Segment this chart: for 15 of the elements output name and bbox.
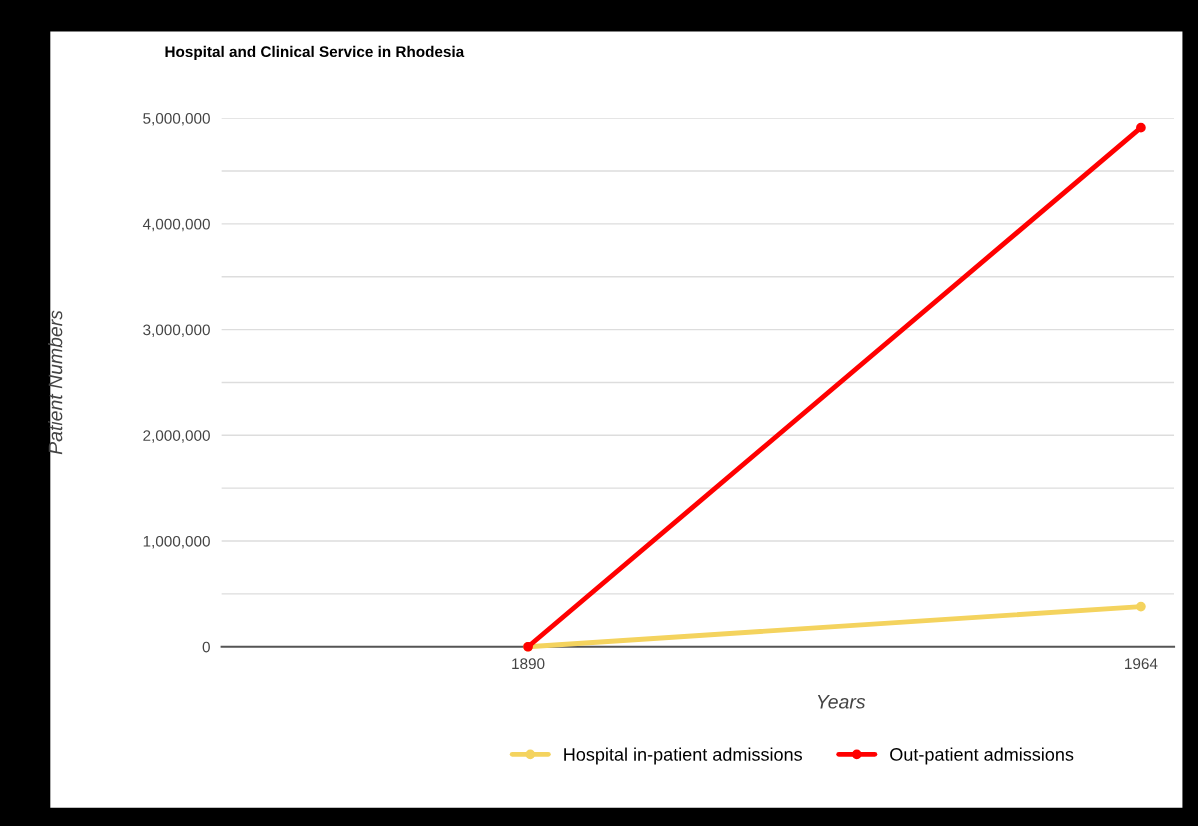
y-tick-label: 5,000,000 [143,112,210,126]
y-tick-label: 1,000,000 [143,535,210,549]
point [1136,601,1146,612]
x-axis-title: Years [817,695,866,709]
y-tick-label: 0 [202,641,210,653]
chart-title: Hospital and Clinical Service in Rhodesia [165,45,465,61]
x-tick-label: 1890 [512,658,545,670]
legend-label: Hospital in-patient admissions [564,747,802,765]
y-axis-title: Patient Numbers [48,310,63,455]
point [1136,122,1146,133]
x-tick-label: 1964 [1125,658,1158,670]
y-tick-label: 3,000,000 [143,324,210,338]
legend-label: Out-patient admissions [890,747,1074,765]
y-tick-label: 4,000,000 [142,218,210,232]
y-tick-label: 2,000,000 [143,430,210,443]
